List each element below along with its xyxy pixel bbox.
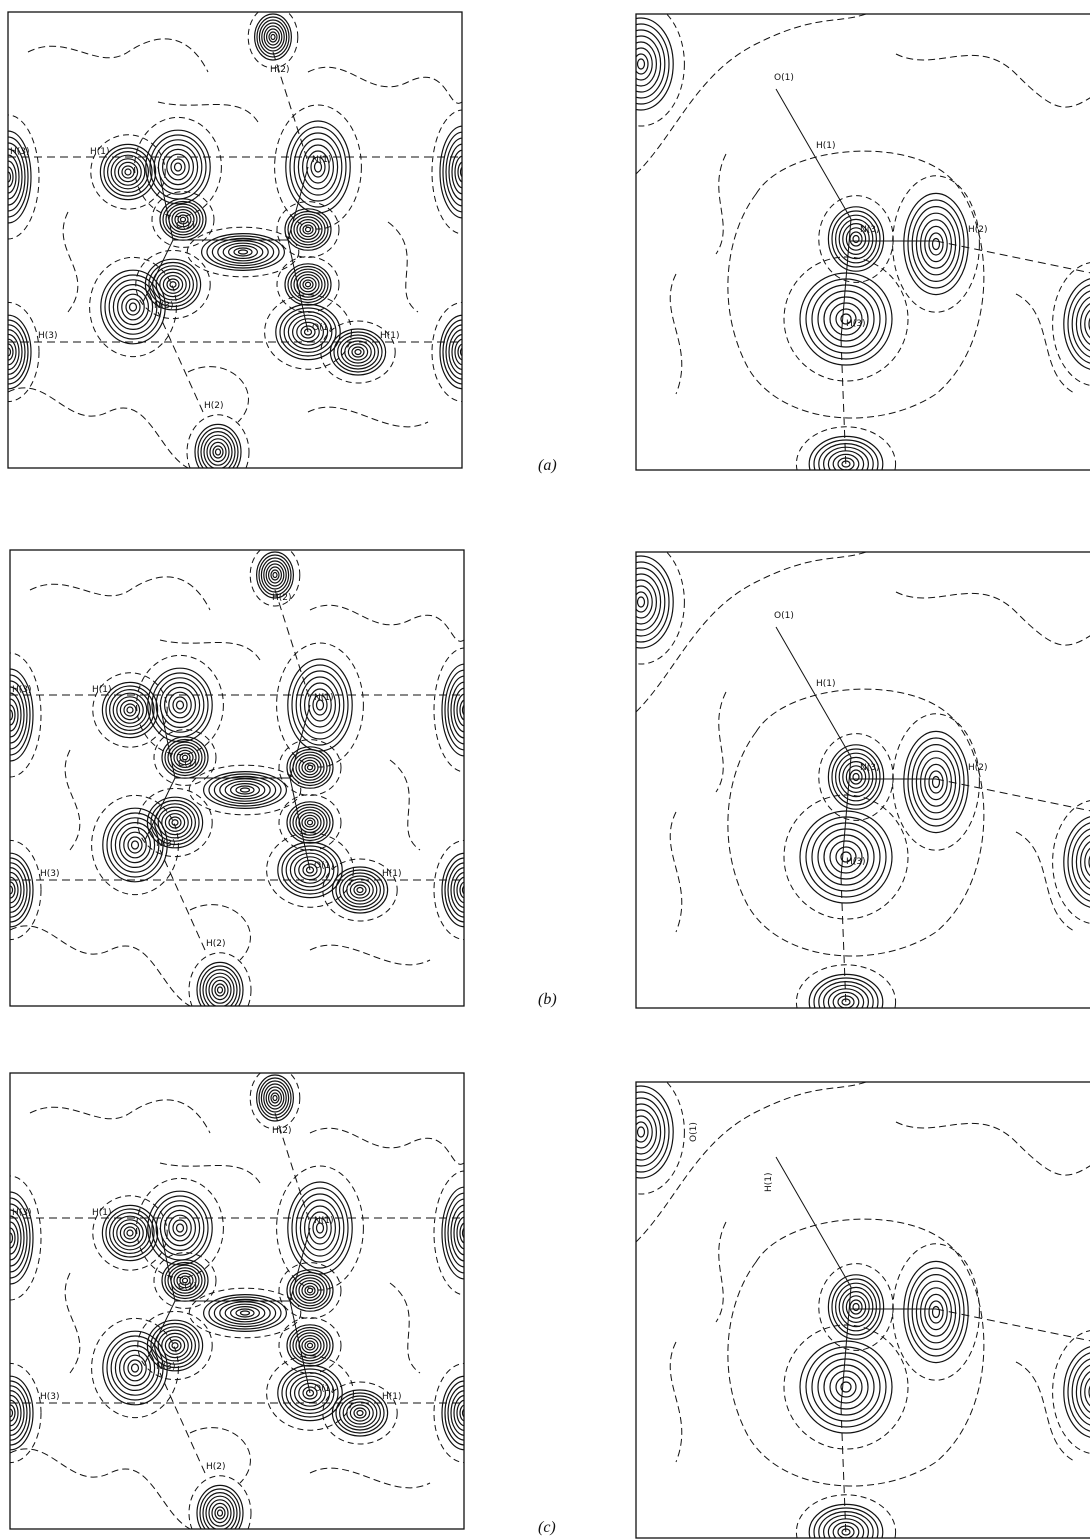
atom-label: O(1) bbox=[314, 1384, 334, 1394]
atom-label: H(2) bbox=[272, 593, 292, 603]
atom-label: H(1) bbox=[382, 1392, 402, 1402]
atom-label: H(2) bbox=[204, 401, 224, 411]
atom-label: H(1) bbox=[90, 147, 110, 157]
figure: H(3) H(1) H(2) C(1) N(1) N(3) O(1) H(1) … bbox=[0, 0, 1090, 1540]
atom-label: H(1) bbox=[816, 679, 836, 689]
atom-label: N(3) bbox=[156, 839, 175, 849]
page: H(3) H(1) H(2) C(1) N(1) N(3) O(1) H(1) … bbox=[0, 0, 1090, 1540]
atom-label: H(1) bbox=[382, 869, 402, 879]
atom-label: O(1) bbox=[689, 1122, 699, 1142]
atom-label: H(3) bbox=[12, 685, 32, 695]
atom-label: H(2) bbox=[206, 939, 226, 949]
atom-label: C(1) bbox=[178, 1282, 197, 1292]
panel-label: (b) bbox=[538, 991, 557, 1008]
atom-label: H(1) bbox=[816, 141, 836, 151]
atom-label: N(3) bbox=[156, 1362, 175, 1372]
atom-label: H(2) bbox=[272, 1126, 292, 1136]
map-right-b: O(1) H(1) N(3) H(2) H(3) bbox=[598, 540, 1090, 1039]
atom-label: H(2) bbox=[968, 763, 988, 773]
atom-label: H(3) bbox=[38, 331, 58, 341]
atom-label: H(1) bbox=[92, 685, 112, 695]
atom-label: H(2) bbox=[206, 1462, 226, 1472]
atom-label: O(1) bbox=[774, 73, 794, 83]
atom-label: N(1) bbox=[314, 693, 333, 703]
atom-label: O(1) bbox=[312, 323, 332, 333]
atom-label: H(3) bbox=[846, 857, 866, 867]
atom-label: H(1) bbox=[764, 1172, 774, 1192]
atom-label: H(2) bbox=[270, 65, 290, 75]
atom-label: O(1) bbox=[314, 861, 334, 871]
atom-label: C(1) bbox=[176, 221, 195, 231]
atom-label: N(3) bbox=[860, 225, 879, 235]
atom-label: H(1) bbox=[92, 1208, 112, 1218]
atom-label: H(1) bbox=[380, 331, 400, 341]
atom-label: H(3) bbox=[10, 147, 30, 157]
atom-label: O(1) bbox=[774, 611, 794, 621]
panel-label: (c) bbox=[538, 1519, 556, 1536]
panel-label: (a) bbox=[538, 457, 557, 474]
atom-label: N(1) bbox=[314, 1216, 333, 1226]
map-left-c: H(3) H(1) H(2) C(1) N(1) N(3) O(1) H(1) … bbox=[0, 1067, 496, 1540]
atom-label: N(1) bbox=[312, 155, 331, 165]
atom-label: N(3) bbox=[154, 301, 173, 311]
map-left-b: H(3) H(1) H(2) C(1) N(1) N(3) O(1) H(1) … bbox=[0, 544, 496, 1027]
map-right-a: O(1) H(1) N(3) H(2) H(3) bbox=[598, 2, 1090, 501]
map-right-c: O(1) H(1) bbox=[598, 1070, 1090, 1540]
atom-label: C(1) bbox=[178, 759, 197, 769]
atom-label: H(3) bbox=[40, 869, 60, 879]
atom-label: H(2) bbox=[968, 225, 988, 235]
atom-label: H(3) bbox=[40, 1392, 60, 1402]
atom-label: H(3) bbox=[12, 1208, 32, 1218]
map-left-a: H(3) H(1) H(2) C(1) N(1) N(3) O(1) H(1) … bbox=[0, 6, 494, 489]
atom-label: H(3) bbox=[846, 319, 866, 329]
atom-label: N(3) bbox=[860, 763, 879, 773]
